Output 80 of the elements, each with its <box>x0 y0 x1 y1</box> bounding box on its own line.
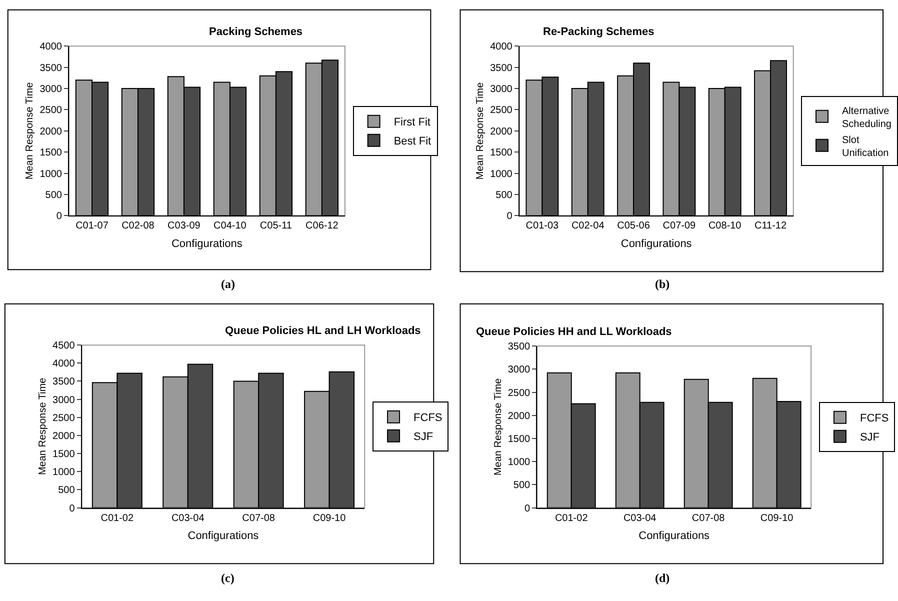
y-tick-label: 3000 <box>508 364 531 376</box>
y-tick-label: 2000 <box>490 126 513 138</box>
y-tick-label: 3000 <box>490 84 513 96</box>
x-tick-label: C05-06 <box>617 220 650 232</box>
y-tick-label: 500 <box>513 480 531 492</box>
y-tick-label: 3500 <box>508 342 531 353</box>
legend-label: First Fit <box>394 116 430 129</box>
text: (a) <box>221 277 235 291</box>
x-tick-label: C03-04 <box>171 512 205 524</box>
x-tick-label: C07-08 <box>692 512 726 524</box>
chart-title: Packing Schemes <box>209 26 303 38</box>
y-tick-label: 1000 <box>508 457 531 468</box>
y-tick-label: 2000 <box>508 410 531 422</box>
y-tick-label: 4000 <box>490 42 513 53</box>
legend-label: FCFS <box>860 412 889 425</box>
chart-title: Queue Policies HL and LH Workloads <box>225 325 421 337</box>
y-tick-label: 1500 <box>490 148 513 159</box>
x-tick-label: C09-10 <box>760 512 794 524</box>
y-tick-label: 0 <box>69 503 76 514</box>
y-tick-label: 4000 <box>52 358 76 370</box>
x-tick-label: C01-02 <box>554 512 588 524</box>
y-tick-label: 1000 <box>490 168 513 180</box>
y-tick-label: 0 <box>56 211 62 222</box>
x-axis-title: Configurations <box>638 530 710 542</box>
legend-label: FCFS <box>414 412 442 424</box>
x-tick-label: C01-03 <box>526 220 560 232</box>
y-tick-label: 2500 <box>52 412 76 424</box>
y-tick-label: 1000 <box>52 467 76 478</box>
x-axis-title: Configurations <box>188 530 260 542</box>
y-tick-label: 1500 <box>40 148 62 159</box>
legend-label: Alternative Scheduling <box>842 106 892 130</box>
y-tick-label: 3500 <box>490 62 513 74</box>
x-tick-label: C04-10 <box>214 220 247 232</box>
x-tick-label: C07-08 <box>242 512 276 524</box>
chart-title: Queue Policies HH and LL Workloads <box>476 326 672 338</box>
x-axis-title: Configurations <box>620 238 692 250</box>
x-tick-label: C05-11 <box>260 220 292 232</box>
legend-label: SJF <box>860 432 880 444</box>
y-tick-label: 0 <box>524 503 531 514</box>
x-tick-label: C01-02 <box>100 512 134 524</box>
y-axis-title: Mean Response Time <box>492 378 504 476</box>
y-tick-label: 500 <box>45 190 62 202</box>
x-tick-label: C03-09 <box>168 220 201 232</box>
y-tick-label: 1500 <box>508 434 531 445</box>
legend-label: SJF <box>414 431 434 444</box>
chart-title: Re-Packing Schemes <box>543 26 654 38</box>
x-tick-label: C02-08 <box>122 220 155 232</box>
x-tick-label: C08-10 <box>708 220 742 232</box>
y-tick-label: 500 <box>58 485 76 496</box>
y-tick-label: 1500 <box>52 449 76 460</box>
y-tick-label: 2500 <box>490 105 513 116</box>
x-tick-label: C09-10 <box>312 512 346 524</box>
text: (b) <box>655 277 670 291</box>
y-axis-title: Mean Response Time <box>24 82 36 180</box>
y-tick-label: 2000 <box>40 126 62 138</box>
x-tick-label: C11-12 <box>754 220 787 232</box>
y-tick-label: 4500 <box>52 340 76 352</box>
x-axis-title: Configurations <box>171 238 243 250</box>
y-tick-label: 4000 <box>40 42 62 53</box>
x-tick-label: C06-12 <box>306 220 339 232</box>
y-tick-label: 2500 <box>40 105 62 116</box>
y-tick-label: 0 <box>506 211 513 222</box>
y-tick-label: 3500 <box>40 62 62 74</box>
text: (c) <box>221 571 234 585</box>
y-tick-label: 3000 <box>52 394 76 406</box>
text: (d) <box>655 571 670 585</box>
y-tick-label: 3000 <box>40 84 62 96</box>
legend-label: Best Fit <box>394 136 432 148</box>
y-tick-label: 500 <box>496 190 513 202</box>
y-tick-label: 3500 <box>52 376 76 388</box>
legend-label: Slot Unification <box>842 134 889 159</box>
x-tick-label: C02-04 <box>571 220 605 232</box>
x-tick-label: C03-04 <box>623 512 657 524</box>
x-tick-label: C01-07 <box>76 220 109 232</box>
x-tick-label: C07-09 <box>662 220 696 232</box>
y-tick-label: 2000 <box>52 430 76 442</box>
y-axis-title: Mean Response Time <box>38 377 49 476</box>
y-tick-label: 1000 <box>40 168 62 180</box>
y-axis-title: Mean Response Time <box>475 82 486 180</box>
y-tick-label: 2500 <box>508 388 531 399</box>
